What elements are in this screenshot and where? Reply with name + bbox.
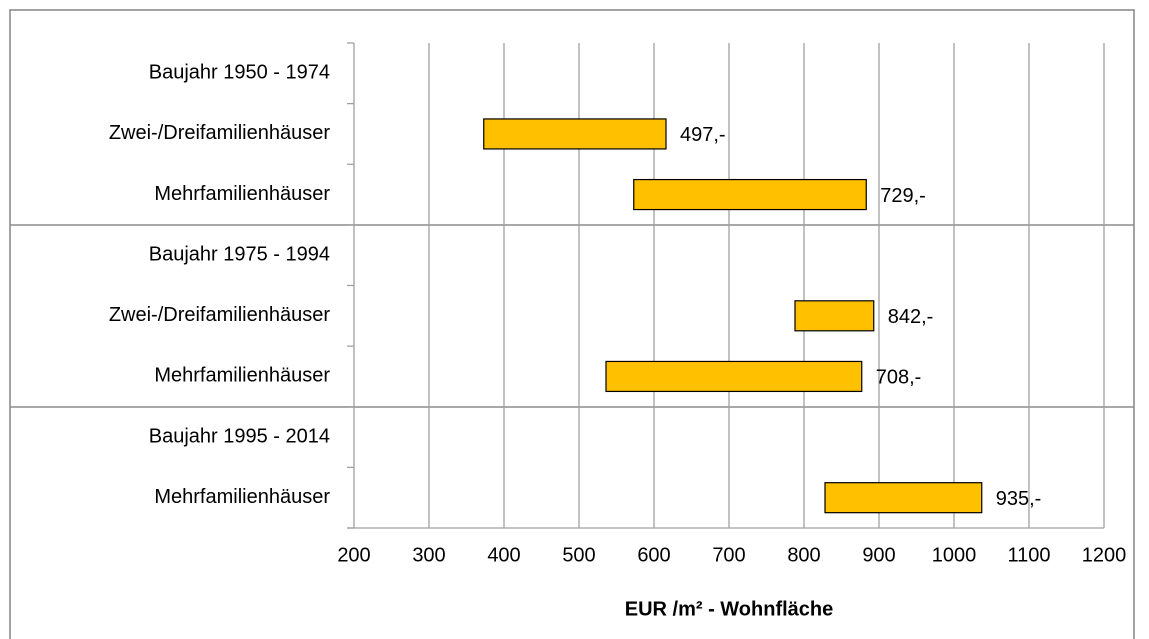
bar bbox=[633, 178, 867, 211]
y-tick-label: Mehrfamilienhäuser bbox=[154, 183, 330, 205]
x-tick-label: 1200 bbox=[1082, 544, 1127, 566]
bar bbox=[605, 360, 863, 393]
bar bbox=[824, 482, 983, 514]
x-tick-label: 300 bbox=[412, 544, 445, 566]
y-tick-label: Baujahr 1950 - 1974 bbox=[149, 62, 330, 84]
y-tick-label: Zwei-/Dreifamilienhäuser bbox=[109, 122, 331, 144]
x-tick-label: 800 bbox=[787, 544, 820, 566]
x-tick-label: 1000 bbox=[932, 544, 977, 566]
bar bbox=[794, 300, 875, 332]
frame bbox=[9, 9, 1135, 639]
x-tick-label: 200 bbox=[337, 544, 370, 566]
value-label: 708,- bbox=[876, 367, 922, 389]
x-tick-label: 700 bbox=[712, 544, 745, 566]
x-tick-label: 600 bbox=[637, 544, 670, 566]
x-tick-label: 400 bbox=[487, 544, 520, 566]
y-tick-label: Mehrfamilienhäuser bbox=[154, 486, 330, 508]
value-label: 935,- bbox=[996, 488, 1042, 510]
y-tick-label: Zwei-/Dreifamilienhäuser bbox=[109, 304, 331, 326]
y-tick-label: Baujahr 1975 - 1994 bbox=[149, 243, 330, 265]
x-tick-label: 900 bbox=[862, 544, 895, 566]
value-label: 497,- bbox=[680, 124, 726, 146]
bar bbox=[483, 118, 667, 150]
x-axis-title: EUR /m² - Wohnfläche bbox=[625, 598, 834, 620]
value-label: 842,- bbox=[888, 306, 934, 328]
x-tick-label: 500 bbox=[562, 544, 595, 566]
x-tick-label: 1100 bbox=[1007, 544, 1050, 566]
y-tick-label: Baujahr 1995 - 2014 bbox=[149, 425, 330, 447]
y-tick-label: Mehrfamilienhäuser bbox=[154, 365, 330, 387]
value-label: 729,- bbox=[880, 185, 926, 207]
